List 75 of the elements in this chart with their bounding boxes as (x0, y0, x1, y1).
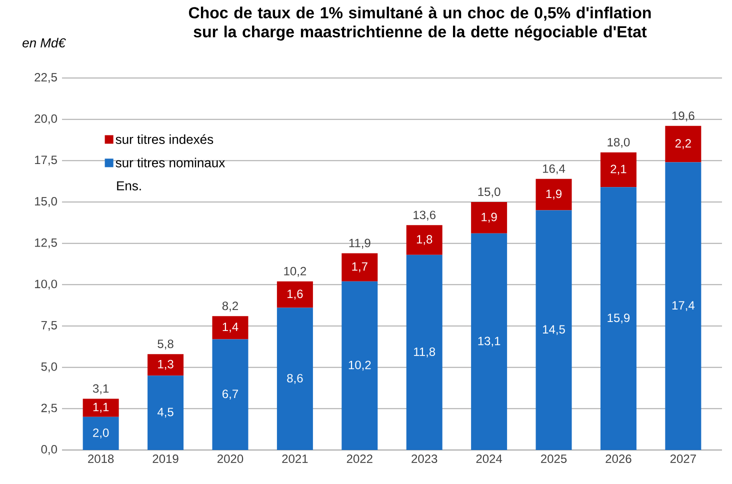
x-tick-label: 2026 (606, 454, 632, 464)
data-label: 10,2 (348, 360, 371, 371)
bar (471, 233, 508, 450)
bar (406, 254, 442, 450)
y-tick-label: 0,0 (41, 445, 58, 455)
data-label: 2,1 (610, 164, 626, 175)
bar (665, 126, 702, 162)
data-label: 2,0 (93, 428, 109, 438)
data-label: 1,7 (352, 262, 368, 272)
bar (342, 281, 378, 450)
total-label: 13,6 (414, 210, 436, 221)
bar (82, 416, 119, 450)
data-label: 13,1 (478, 336, 500, 347)
y-tick-label: 7,5 (41, 321, 57, 331)
data-label: 1,4 (222, 322, 238, 333)
total-label: 18,0 (608, 138, 630, 148)
x-tick-label: 2020 (217, 454, 244, 464)
data-label: 15,9 (608, 314, 630, 324)
total-label: 19,6 (672, 111, 694, 122)
bar (212, 316, 248, 340)
y-tick-label: 2,5 (41, 404, 57, 414)
x-tick-label: 2024 (476, 454, 502, 464)
data-label: 1,3 (158, 360, 174, 370)
data-label: 1,9 (482, 212, 497, 223)
bar (471, 202, 508, 234)
y-tick-label: 5,0 (41, 362, 58, 372)
x-tick-label: 2018 (88, 454, 114, 464)
bar (536, 178, 572, 210)
x-tick-label: 2022 (346, 454, 372, 464)
data-label: 2,2 (675, 139, 691, 150)
x-tick-label: 2021 (282, 454, 308, 464)
legend-label: sur titres nominaux (116, 158, 225, 168)
bar (665, 162, 702, 450)
data-label: 6,7 (222, 390, 238, 400)
data-label: 1,6 (288, 290, 303, 300)
data-label: 11,8 (414, 347, 436, 358)
y-tick-label: 22,5 (34, 73, 57, 83)
data-label: 17,4 (672, 301, 694, 312)
data-label: 1,8 (416, 235, 432, 245)
y-tick-label: 20,0 (34, 114, 58, 124)
total-label: 11,9 (349, 238, 370, 249)
y-tick-label: 17,5 (35, 156, 57, 166)
data-label: 4,5 (157, 408, 174, 418)
x-tick-label: 2027 (670, 454, 696, 464)
total-label: 5,8 (158, 340, 174, 350)
bar (406, 225, 442, 255)
x-tick-label: 2025 (541, 454, 567, 464)
total-label: 10,2 (284, 266, 306, 277)
x-tick-label: 2019 (152, 454, 178, 464)
x-tick-label: 2023 (412, 454, 438, 464)
annotation: Ens. (117, 181, 141, 190)
data-label: 1,9 (546, 190, 562, 200)
bar (82, 398, 119, 417)
bar (536, 210, 572, 450)
total-label: 8,2 (222, 302, 238, 312)
bar (212, 339, 248, 450)
total-label: 16,4 (543, 164, 566, 174)
bar (276, 281, 313, 308)
y-tick-label: 15,0 (35, 197, 58, 207)
total-label: 3,1 (92, 384, 109, 394)
y-tick-label: 10,0 (35, 280, 58, 290)
chart-title: Choc de taux de 1% simultané à un choc de 0,5% d'inflation sur la charge maastrichtienne de la dette négociable d'Etat (188, 6, 651, 41)
bar (276, 308, 313, 450)
bar (600, 152, 636, 188)
total-label: 15,0 (478, 188, 500, 198)
legend-label: sur titres indexés (116, 134, 214, 144)
y-tick-label: 12,5 (35, 238, 57, 248)
bar (148, 354, 184, 376)
y-axis-title: en Md€ (22, 38, 66, 48)
data-label: 1,1 (93, 402, 109, 413)
bar (342, 253, 378, 282)
bar (148, 376, 184, 450)
data-label: 14,5 (543, 325, 565, 336)
bar (600, 187, 636, 450)
data-label: 8,6 (287, 374, 303, 384)
